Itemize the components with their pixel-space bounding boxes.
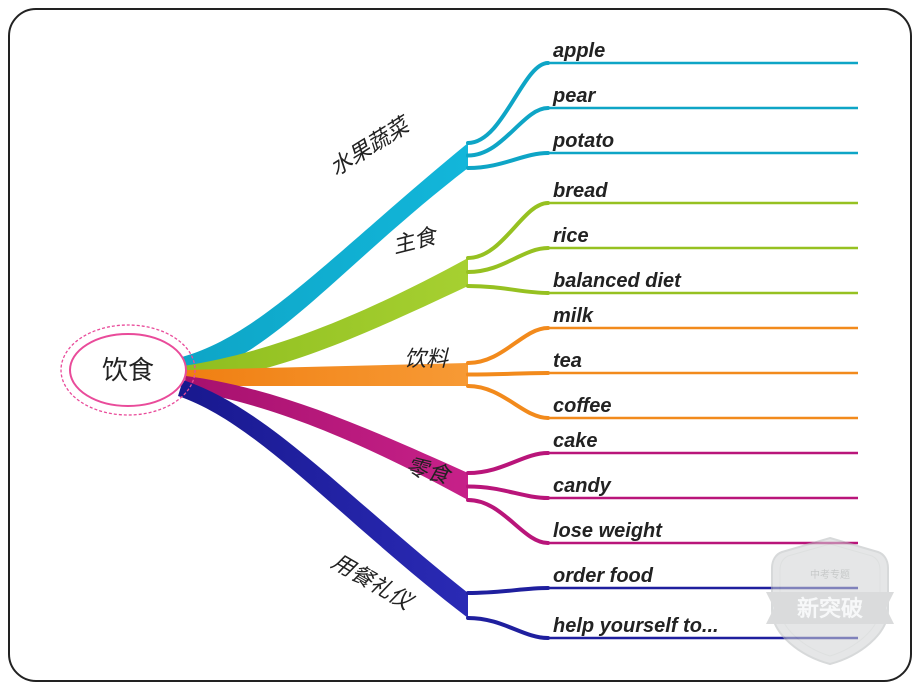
leaf-label-staple-1: rice: [553, 225, 589, 247]
leaf-label-staple-2: balanced diet: [553, 270, 682, 292]
mindmap-svg: apple pear potato bread rice balanced diet mil…: [8, 8, 912, 682]
sub-branch-drinks-0: [468, 328, 548, 363]
branch-label-fruits-veg: 水果蔬菜: [325, 111, 415, 180]
leaf-label-fruits-veg-1: pear: [552, 85, 596, 107]
leaf-label-fruits-veg-0: apple: [553, 40, 605, 62]
leaf-label-snacks-2: lose weight: [553, 520, 663, 542]
sub-branch-fruits-veg-1: [468, 108, 548, 156]
branch-label-drinks: 饮料: [404, 346, 450, 371]
sub-branch-staple-2: [468, 286, 548, 293]
leaf-label-etiquette-0: order food: [553, 565, 654, 587]
leaf-label-drinks-2: coffee: [553, 395, 612, 417]
leaf-label-fruits-veg-2: potato: [552, 130, 614, 152]
sub-branch-drinks-1: [468, 373, 548, 375]
leaf-label-snacks-1: candy: [553, 475, 612, 497]
branch-label-staple: 主食: [390, 223, 442, 259]
leaf-label-staple-0: bread: [553, 180, 608, 202]
leaf-label-drinks-1: tea: [553, 350, 582, 372]
sub-branch-snacks-0: [468, 453, 548, 473]
sub-branch-drinks-2: [468, 386, 548, 418]
sub-branch-snacks-2: [468, 500, 548, 543]
leaf-label-etiquette-1: help yourself to...: [553, 615, 719, 637]
sub-branch-staple-1: [468, 248, 548, 272]
sub-branch-fruits-veg-0: [468, 63, 548, 143]
sub-branch-etiquette-1: [468, 618, 548, 638]
leaf-label-snacks-0: cake: [553, 430, 598, 452]
sub-branch-snacks-1: [468, 487, 548, 499]
root-label: 饮食: [102, 355, 154, 385]
sub-branch-etiquette-0: [468, 588, 548, 593]
leaf-label-drinks-0: milk: [553, 305, 594, 327]
